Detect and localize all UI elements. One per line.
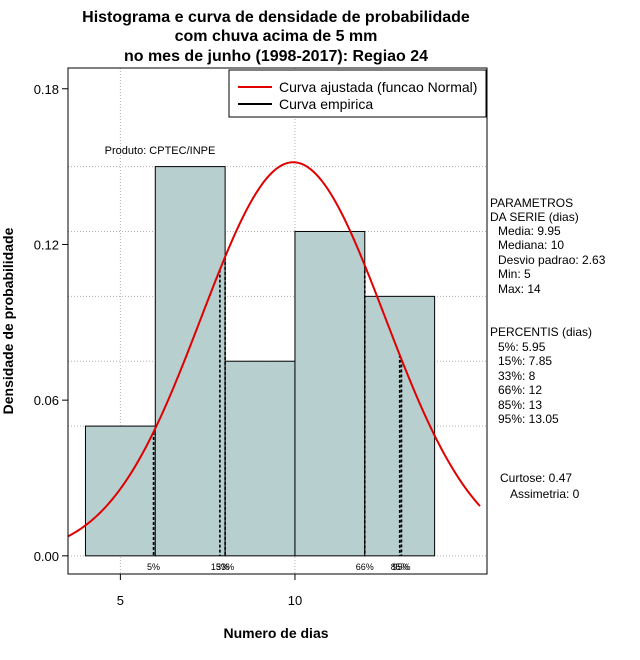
param-mediana: Mediana: 10	[498, 238, 564, 252]
params-title-1: PARAMETROS	[490, 196, 573, 210]
plot-frame	[67, 67, 488, 575]
percentil-5: 5%: 5.95	[498, 340, 546, 354]
y-axis-title: Densidade de probabilidade	[0, 227, 16, 414]
normal-fit-curve	[67, 161, 481, 538]
percentis-title: PERCENTIS (dias)	[490, 325, 592, 339]
histogram-bars	[84, 166, 436, 557]
percentil-85: 85%: 13	[498, 398, 542, 412]
title-line-2: com chuva acima de 5 mm	[175, 28, 378, 45]
histogram-bar-0	[84, 425, 156, 557]
percentile-label-4: 85%	[391, 562, 409, 572]
x-tick-label-1: 10	[288, 593, 302, 608]
title-line-3: no mes de junho (1998-2017): Regiao 24	[124, 48, 428, 65]
percentile-label-2: 33%	[216, 562, 234, 572]
y-tick-label-0: 0.00	[34, 549, 59, 564]
assimetria-value: Assimetria: 0	[510, 487, 580, 501]
product-annotation: Produto: CPTEC/INPE	[105, 145, 216, 157]
y-tick-label-1: 0.06	[34, 393, 59, 408]
side-panel: PARAMETROS DA SERIE (dias) Media: 9.95 M…	[490, 196, 606, 501]
legend: Curva ajustada (funcao Normal) Curva emp…	[228, 69, 487, 118]
histogram-bar-1	[154, 166, 226, 557]
x-tick-label-0: 5	[117, 593, 124, 608]
legend-label-empirical: Curva empirica	[279, 96, 373, 112]
fit-curve-layer	[67, 161, 481, 538]
param-max: Max: 14	[498, 282, 541, 296]
param-desvio: Desvio padrao: 2.63	[498, 253, 606, 267]
percentile-label-5: 95%	[392, 562, 410, 572]
curtose-value: Curtose: 0.47	[500, 471, 572, 485]
y-tick-label-3: 0.18	[34, 82, 59, 97]
params-title-2: DA SERIE (dias)	[490, 210, 579, 224]
histogram-bar-3	[294, 230, 366, 557]
percentil-33: 33%: 8	[498, 369, 536, 383]
histogram-bar-2	[224, 360, 296, 557]
percentil-15: 15%: 7.85	[498, 354, 552, 368]
percentile-label-3: 66%	[356, 562, 374, 572]
percentile-label-0: 5%	[147, 562, 160, 572]
legend-label-fit: Curva ajustada (funcao Normal)	[279, 79, 477, 95]
percentil-66: 66%: 12	[498, 383, 542, 397]
param-media: Media: 9.95	[498, 224, 561, 238]
percentile-label-1: 15%	[211, 562, 229, 572]
x-axis-title: Numero de dias	[223, 625, 328, 641]
title-line-1: Histograma e curva de densidade de proba…	[82, 9, 470, 26]
percentil-95: 95%: 13.05	[498, 412, 559, 426]
axes: 0.00 0.06 0.12 0.18 5 10	[34, 82, 303, 608]
y-tick-label-2: 0.12	[34, 237, 59, 252]
legend-box	[228, 69, 487, 118]
percentile-marks: 5% 15%33% 66% 85%95%	[147, 256, 410, 572]
param-min: Min: 5	[498, 267, 531, 281]
chart-title: Histograma e curva de densidade de proba…	[82, 9, 470, 65]
